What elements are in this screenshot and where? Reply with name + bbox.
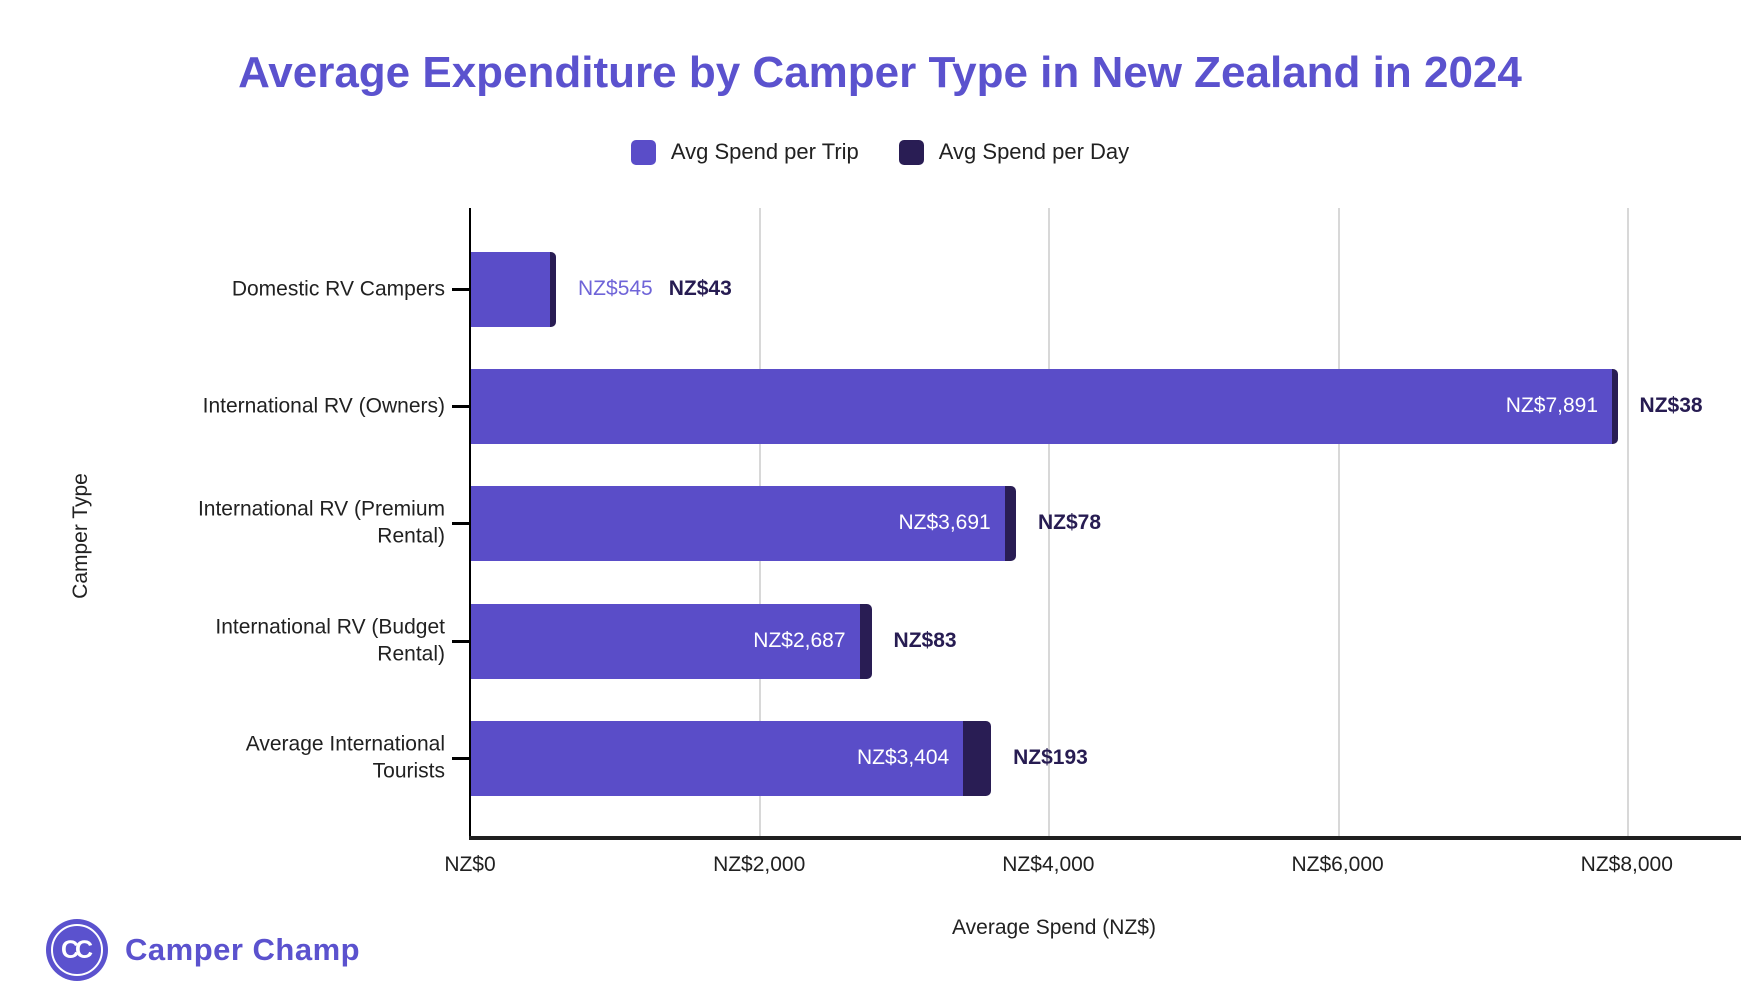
gridline [1626, 208, 1629, 836]
legend-label-trip: Avg Spend per Trip [670, 139, 859, 164]
legend: Avg Spend per Trip Avg Spend per Day [0, 139, 1760, 165]
category-label: International RV (Budget Rental) [215, 615, 445, 666]
x-tick-label: NZ$6,000 [1291, 853, 1384, 876]
logo-cc-icon: CC [46, 919, 108, 981]
logo-ring [51, 924, 103, 976]
trip-value-label: NZ$7,891 [1505, 394, 1599, 417]
y-axis-tick [452, 522, 470, 525]
legend-item-trip: Avg Spend per Trip [630, 139, 859, 165]
day-value-label: NZ$78 [1037, 511, 1102, 534]
x-tick-label: NZ$8,000 [1580, 853, 1673, 876]
value-labels: NZ$78 [1038, 511, 1101, 535]
bar-trip-segment [471, 720, 964, 796]
legend-swatch-day-icon [898, 139, 924, 165]
chart-title: Average Expenditure by Camper Type in Ne… [238, 48, 1522, 97]
legend-item-day: Avg Spend per Day [898, 139, 1130, 165]
category-label: Domestic RV Campers [231, 277, 445, 301]
camper-champ-logo: CC Camper Champ [46, 919, 360, 981]
category-label: Average International Tourists [245, 732, 445, 783]
x-axis-line [469, 836, 1741, 840]
y-axis-tick [452, 405, 470, 408]
logo-wordmark: Camper Champ [125, 932, 361, 967]
legend-label-day: Avg Spend per Day [938, 139, 1130, 164]
day-value-label: NZ$193 [1013, 746, 1088, 769]
y-axis-tick [452, 757, 470, 760]
category-label: International RV (Premium Rental) [197, 497, 445, 548]
category-label: International RV (Owners) [202, 394, 445, 418]
bar-trip-segment [471, 368, 1613, 444]
bar-day-segment [859, 603, 872, 679]
bar-trip-segment [471, 485, 1005, 561]
value-labels: NZ$193 [1013, 746, 1088, 770]
gridline [1337, 208, 1340, 836]
bar-trip-segment [471, 251, 550, 327]
day-value-label: NZ$43 [668, 277, 732, 300]
trip-value-label: NZ$2,687 [753, 629, 846, 652]
y-axis-line [469, 208, 471, 836]
x-tick-label: NZ$4,000 [1002, 853, 1095, 876]
bar-day-segment [963, 720, 992, 796]
y-axis-title: Camper Type [69, 473, 92, 599]
bar-day-segment [1004, 485, 1016, 561]
logo-initials: CC [60, 935, 93, 964]
trip-value-label: NZ$3,404 [856, 746, 950, 769]
x-axis-title: Average Spend (NZ$) [952, 916, 1156, 939]
x-tick-label: NZ$2,000 [713, 853, 806, 876]
day-value-label: NZ$83 [893, 629, 957, 652]
x-tick-label: NZ$0 [444, 853, 496, 876]
bar-trip-segment [471, 603, 860, 679]
bar-day-segment [549, 251, 556, 327]
bar-day-segment [1612, 368, 1618, 444]
trip-value-label: NZ$3,691 [898, 511, 991, 534]
value-labels: NZ$38 [1640, 394, 1703, 418]
day-value-label: NZ$38 [1639, 394, 1703, 417]
legend-swatch-trip-icon [630, 139, 656, 165]
y-axis-tick [452, 288, 470, 291]
value-labels: NZ$545 NZ$43 [578, 277, 732, 301]
y-axis-tick [452, 640, 470, 643]
gridline [1048, 208, 1051, 836]
trip-value-label: NZ$545 [578, 277, 653, 300]
value-labels: NZ$83 [894, 629, 957, 653]
